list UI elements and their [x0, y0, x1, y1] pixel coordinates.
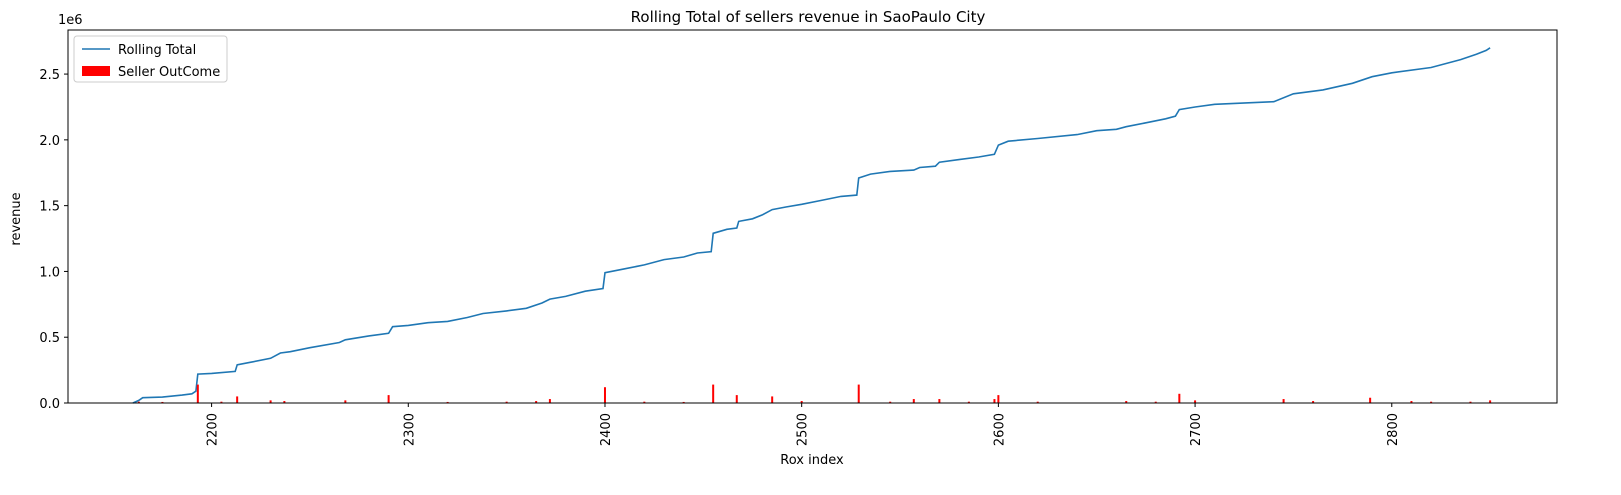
x-tick-label: 2800	[1386, 413, 1401, 446]
bar	[889, 401, 892, 403]
y-tick-label: 1.5	[39, 200, 60, 215]
bar	[220, 401, 223, 403]
legend-label: Rolling Total	[118, 43, 196, 58]
y-offset-label: 1e6	[58, 13, 83, 28]
legend-box	[73, 35, 228, 83]
bar	[643, 401, 646, 403]
bar	[712, 384, 715, 403]
bar	[505, 401, 508, 403]
legend-swatch	[82, 66, 110, 76]
bar	[938, 399, 941, 403]
x-axis-label: Rox index	[780, 453, 844, 468]
bar	[1036, 401, 1039, 403]
y-tick-label: 2.5	[39, 68, 60, 83]
bar	[161, 401, 164, 403]
bar	[1194, 400, 1197, 403]
x-tick-label: 2600	[992, 413, 1007, 446]
bar	[344, 400, 347, 403]
bar	[283, 401, 286, 403]
bar	[967, 401, 970, 403]
bar	[857, 384, 860, 403]
y-tick-label: 2.0	[39, 134, 60, 149]
bar	[771, 396, 774, 403]
bar	[236, 396, 239, 403]
bar	[1154, 401, 1157, 403]
legend-label: Seller OutCome	[118, 65, 220, 80]
x-tick-label: 2300	[402, 413, 417, 446]
bar	[269, 400, 272, 403]
bar	[1489, 400, 1492, 403]
x-tick-label: 2400	[599, 413, 614, 446]
y-tick-label: 0.0	[39, 397, 60, 412]
x-tick-label: 2200	[206, 413, 221, 446]
bar	[1178, 393, 1181, 403]
x-tick-label: 2700	[1189, 413, 1204, 446]
bar	[446, 401, 449, 403]
bar	[993, 399, 996, 403]
bar	[800, 401, 803, 403]
bar	[1469, 401, 1472, 403]
bar	[603, 387, 606, 403]
bar	[1282, 399, 1285, 403]
bar	[1369, 397, 1372, 403]
bar	[137, 401, 140, 403]
axes-frame	[67, 29, 1558, 404]
line	[132, 47, 1491, 404]
bar	[912, 399, 915, 403]
bar	[1410, 401, 1413, 403]
y-tick-label: 1.0	[39, 265, 60, 280]
bar	[387, 395, 390, 403]
bar	[997, 395, 1000, 403]
chart-title: Rolling Total of sellers revenue in SaoP…	[631, 8, 986, 26]
bar	[735, 395, 738, 403]
y-tick-label: 0.5	[39, 331, 60, 346]
bar	[196, 384, 199, 403]
bar	[1312, 401, 1315, 403]
bar	[535, 401, 538, 403]
bar	[1125, 401, 1128, 403]
y-axis-label: revenue	[9, 192, 24, 245]
bar	[1430, 401, 1433, 403]
bar	[548, 399, 551, 403]
x-tick-label: 2500	[796, 413, 811, 446]
bar	[682, 401, 685, 403]
